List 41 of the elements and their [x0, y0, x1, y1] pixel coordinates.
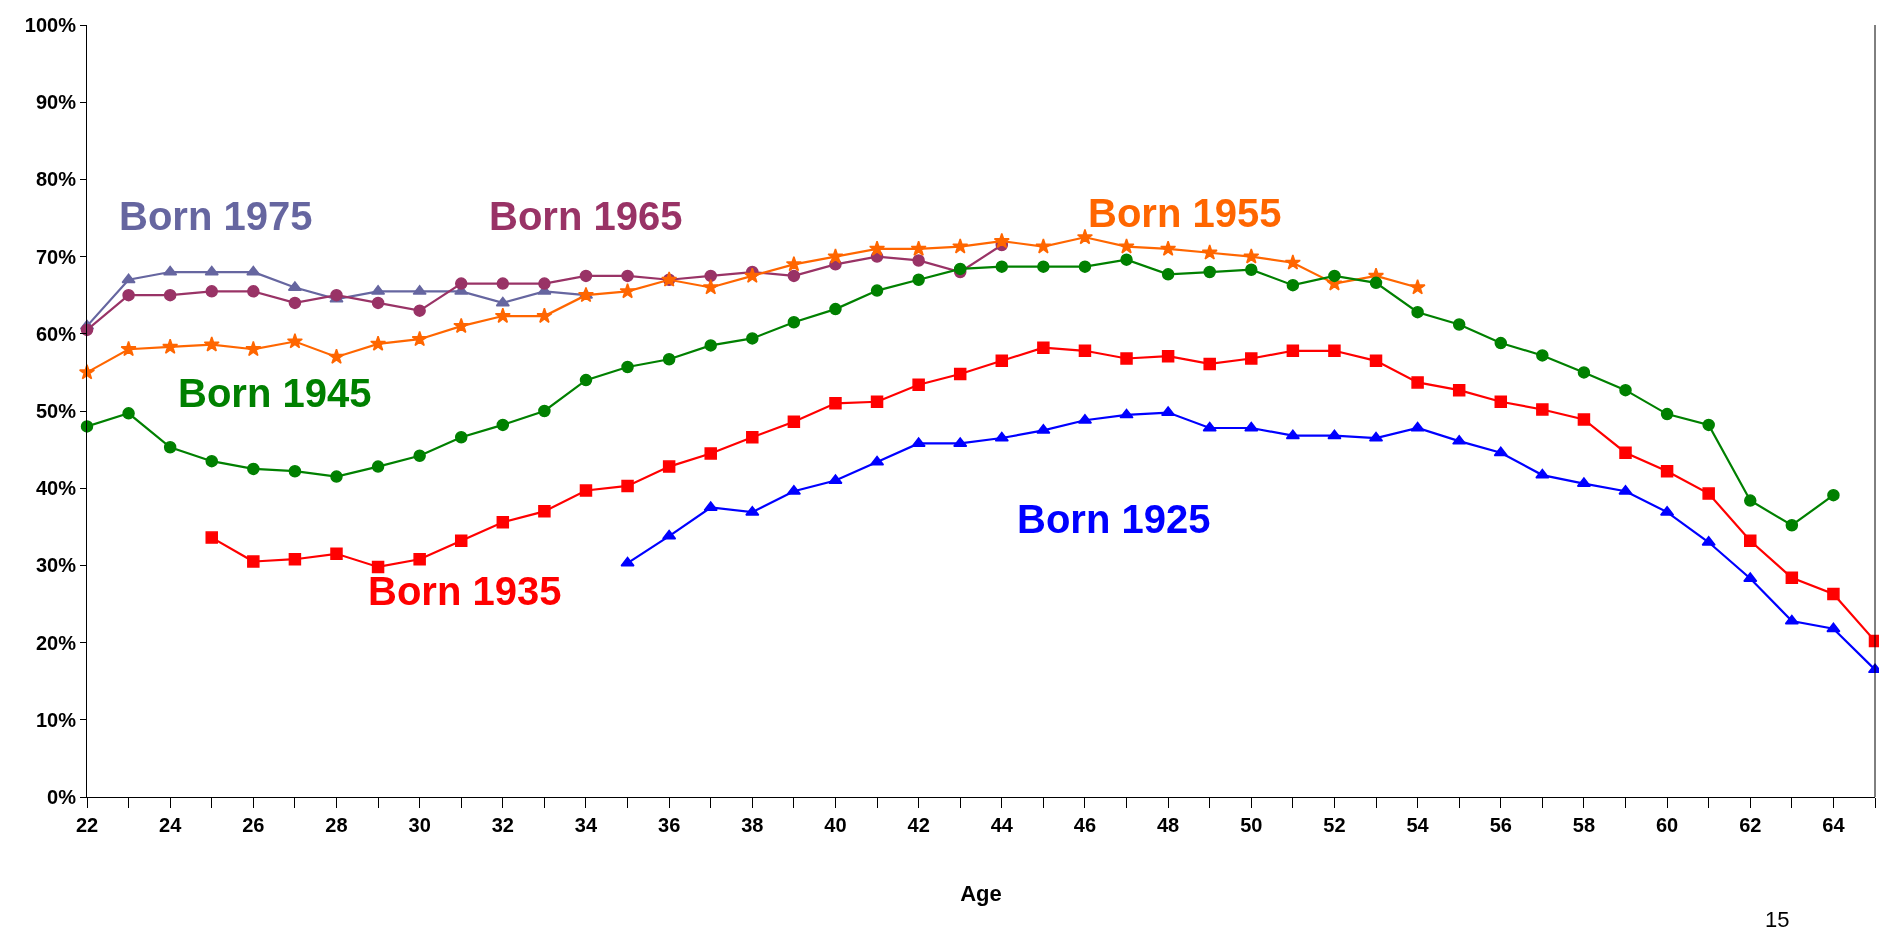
x-tick-label: 60	[1655, 814, 1679, 836]
x-tick-label: 46	[1073, 814, 1097, 836]
x-tick-label: 44	[990, 814, 1014, 836]
x-tick-label: 52	[1323, 814, 1346, 836]
x-tick-label: 54	[1406, 814, 1430, 836]
x-tick-label: 32	[491, 814, 514, 836]
series-label: Born 1975	[119, 194, 313, 238]
x-tick-label: 48	[1156, 814, 1180, 836]
series-label: Born 1945	[178, 371, 372, 415]
x-tick-label: 36	[658, 814, 681, 836]
y-tick-label: 40%	[35, 477, 77, 500]
x-tick-label: 50	[1240, 814, 1263, 836]
x-tick-label: 64	[1822, 814, 1846, 836]
text: 15	[1765, 907, 1790, 932]
x-tick-label: 30	[408, 814, 431, 836]
x-tick-label: 34	[574, 814, 598, 836]
x-tick-label: 28	[325, 814, 348, 836]
y-tick-label: 30%	[35, 554, 77, 577]
series-label: Born 1925	[1017, 497, 1211, 541]
y-tick-label: 100%	[24, 14, 77, 36]
y-tick-label: 90%	[35, 91, 77, 114]
y-tick-label: 50%	[35, 400, 77, 422]
x-tick-label: 62	[1739, 814, 1762, 836]
x-tick-label: 56	[1489, 814, 1512, 836]
y-tick-label: 80%	[35, 168, 77, 191]
x-tick-label: 38	[741, 814, 764, 836]
series-label: Born 1965	[489, 194, 683, 238]
y-tick-label: 60%	[35, 322, 77, 345]
x-tick-label: 40	[824, 814, 847, 836]
x-tick-label: 22	[75, 814, 99, 836]
x-tick-label: 26	[242, 814, 265, 836]
y-tick-label: 70%	[35, 245, 77, 268]
y-tick-label: 20%	[35, 631, 77, 654]
series-label: Born 1955	[1088, 191, 1282, 235]
x-tick-label: 58	[1572, 814, 1596, 836]
x-tick-label: 42	[907, 814, 930, 836]
series-label: Born 1935	[368, 569, 562, 613]
y-tick-label: 0%	[47, 786, 77, 808]
y-tick-label: 10%	[35, 708, 77, 731]
x-tick-label: 24	[159, 814, 183, 836]
x-axis-title: Age	[960, 880, 1002, 906]
